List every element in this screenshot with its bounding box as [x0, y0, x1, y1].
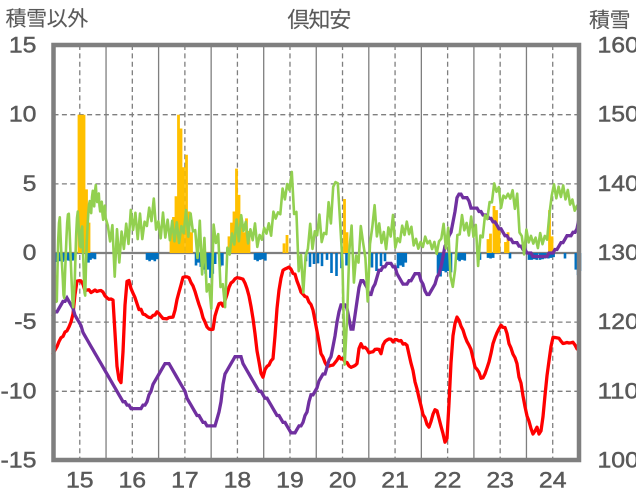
- svg-text:21: 21: [381, 467, 409, 492]
- svg-text:15: 15: [66, 467, 94, 492]
- svg-text:18: 18: [224, 467, 252, 492]
- svg-text:-5: -5: [14, 309, 36, 334]
- svg-text:19: 19: [276, 467, 304, 492]
- svg-text:-10: -10: [1, 378, 37, 403]
- svg-text:-15: -15: [1, 447, 37, 472]
- svg-text:15: 15: [9, 33, 37, 58]
- svg-text:5: 5: [23, 171, 37, 196]
- svg-text:150: 150: [598, 102, 636, 127]
- svg-text:120: 120: [598, 309, 636, 334]
- svg-text:100: 100: [598, 447, 636, 472]
- svg-text:24: 24: [539, 467, 567, 492]
- svg-text:17: 17: [171, 467, 199, 492]
- svg-text:0: 0: [23, 240, 37, 265]
- svg-text:160: 160: [598, 33, 636, 58]
- svg-text:16: 16: [119, 467, 147, 492]
- svg-text:23: 23: [486, 467, 514, 492]
- svg-text:140: 140: [598, 171, 636, 196]
- svg-text:20: 20: [329, 467, 357, 492]
- svg-text:10: 10: [9, 102, 37, 127]
- svg-text:130: 130: [598, 240, 636, 265]
- svg-text:22: 22: [434, 467, 462, 492]
- svg-text:110: 110: [598, 378, 636, 403]
